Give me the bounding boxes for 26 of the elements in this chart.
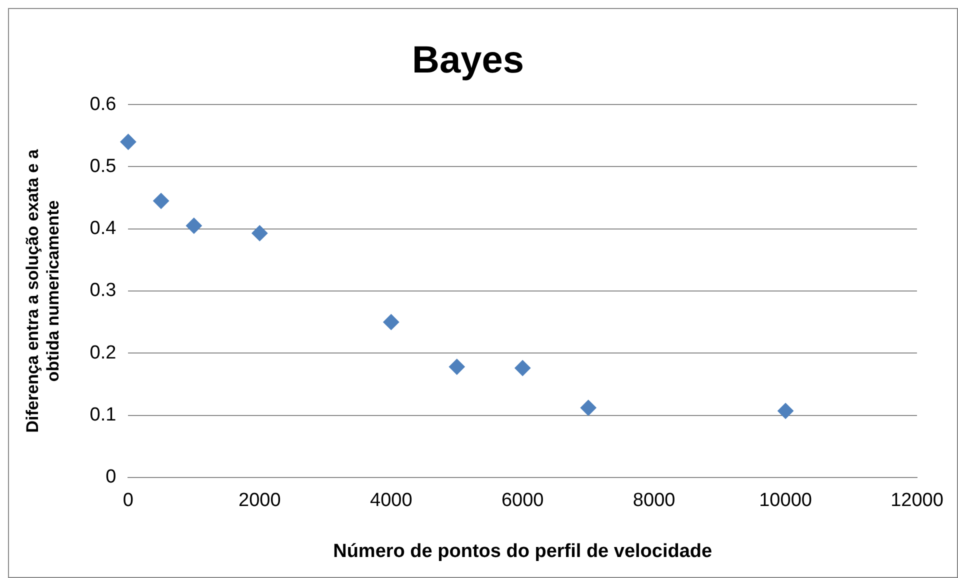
y-tick-label: 0.1 xyxy=(90,404,116,426)
x-tick-label: 0 xyxy=(122,490,134,512)
y-axis-title: Diferença entra a solução exata e a obtida numericamente xyxy=(22,148,62,433)
y-tick-label: 0.2 xyxy=(90,342,116,364)
x-tick-label: 6000 xyxy=(501,490,544,512)
y-tick-label: 0 xyxy=(106,466,116,488)
x-tick-label: 10000 xyxy=(759,490,812,512)
point xyxy=(153,192,170,209)
x-tick-label: 8000 xyxy=(632,490,676,512)
point xyxy=(252,225,268,242)
point xyxy=(120,134,136,150)
point xyxy=(514,360,531,376)
point xyxy=(580,400,596,416)
y-tick-label: 0.6 xyxy=(90,94,116,115)
x-tick-label: 12000 xyxy=(890,490,944,512)
chart-title: Bayes xyxy=(412,39,524,82)
x-axis-title: Número de pontos do perfil de velocidade xyxy=(333,540,712,562)
point xyxy=(186,218,202,234)
y-tick-label: 0.4 xyxy=(90,218,117,240)
x-tick-label: 4000 xyxy=(370,490,412,512)
point xyxy=(448,358,465,375)
y-tick-label: 0.5 xyxy=(90,156,116,177)
y-tick-label: 0.3 xyxy=(90,280,116,302)
point xyxy=(778,402,794,419)
x-tick-label: 2000 xyxy=(238,490,281,512)
point xyxy=(383,314,400,330)
